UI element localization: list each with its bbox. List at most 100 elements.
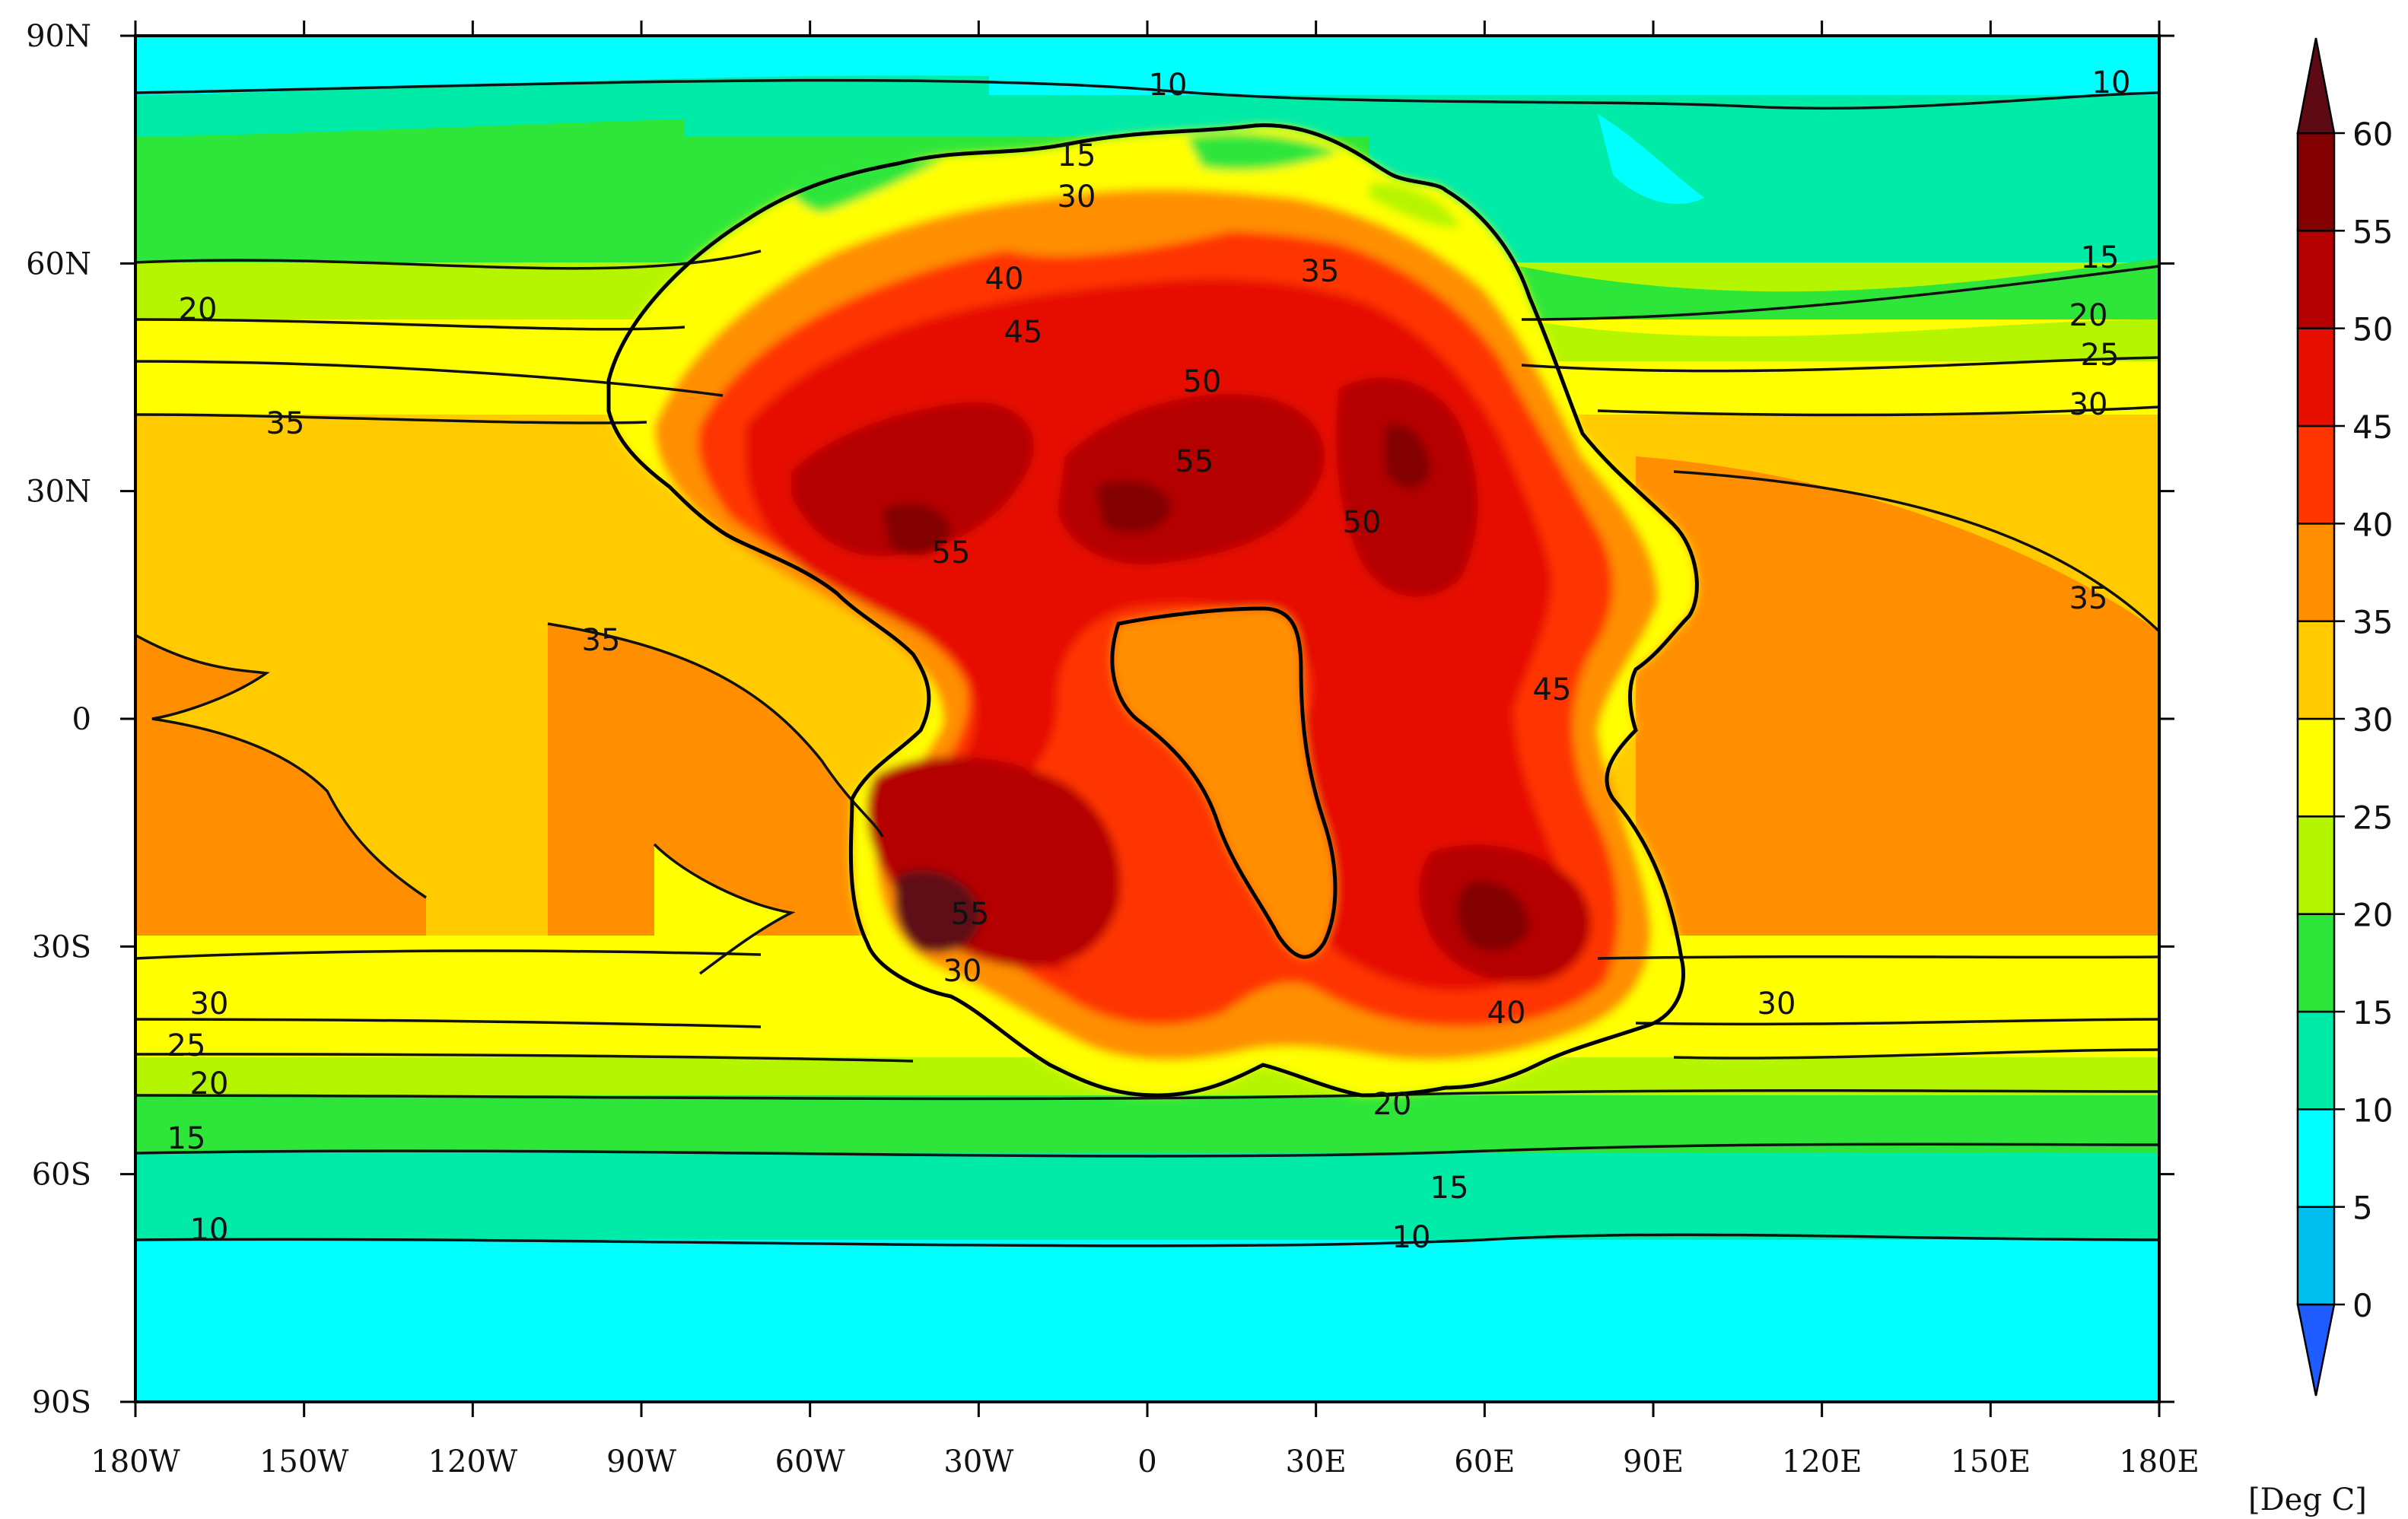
- contour-label-east-20: 20: [2069, 298, 2108, 333]
- land-north-lime: [1369, 183, 1461, 228]
- contour-label-south-east-40: 40: [1487, 996, 1526, 1031]
- lat-tick-label: 90N: [26, 19, 91, 54]
- land-north-green-2: [1187, 133, 1339, 170]
- lon-tick-label: 60E: [1454, 1444, 1515, 1479]
- colorbar: 0 5 10 15 20 25 30 35 40 45 50 55 60: [2296, 37, 2393, 1397]
- colorbar-segment-1: [2296, 1108, 2336, 1208]
- contour-label-east-35: 35: [2069, 581, 2108, 616]
- band-north-teal-east: [1369, 95, 2159, 262]
- colorbar-tick-label: 25: [2352, 799, 2393, 836]
- land-55-nw: [791, 402, 1034, 557]
- contour-label-north-45: 45: [1004, 315, 1043, 350]
- colorbar-tick-label: 45: [2352, 408, 2393, 446]
- band-north-lime-east: [1522, 319, 2159, 361]
- contour-label-south-20: 20: [190, 1066, 229, 1101]
- lon-tick-label: 180E: [2119, 1444, 2200, 1479]
- contour-labels: 10 10152030354045505515202530353535302520…: [167, 65, 2131, 1255]
- colorbar-tick-label: 0: [2352, 1287, 2373, 1324]
- contour-label-north-50: 50: [1183, 364, 1222, 399]
- contour-label-interior-50: 50: [1343, 505, 1382, 540]
- band-north-yellow-east: [1522, 361, 2159, 415]
- supercontinent-coastline: [606, 123, 1699, 1098]
- lat-tick-label: 30S: [32, 930, 91, 964]
- colorbar-tick-label: 40: [2352, 506, 2393, 543]
- colorbar-max-arrow: [2296, 37, 2336, 135]
- lat-tick-label: 60N: [26, 246, 91, 281]
- contour-label-south-west-55: 55: [951, 897, 990, 932]
- band-north-green-east: [1484, 259, 2159, 319]
- lat-tick-label: 30N: [26, 475, 91, 510]
- land-60-ne: [1385, 424, 1430, 489]
- colorbar-tick-label: 35: [2352, 604, 2393, 641]
- colorbar-unit-label: [Deg C]: [2248, 1482, 2367, 1517]
- colorbar-tick-label: 15: [2352, 994, 2393, 1031]
- band-10: [135, 1152, 2159, 1240]
- colorbar-segment-9: [2296, 327, 2336, 427]
- band-central-orange: [548, 624, 883, 936]
- contour-label-south-mid-20: 20: [1373, 1087, 1412, 1122]
- lon-tick-label: 180W: [91, 1444, 180, 1479]
- band-11: [135, 1240, 2159, 1402]
- contour-label-south-15: 15: [167, 1121, 206, 1156]
- colorbar-segment-8: [2296, 424, 2336, 525]
- lon-tick-label: 90E: [1623, 1444, 1684, 1479]
- colorbar-segment-5: [2296, 717, 2336, 818]
- contour-label-north-15: 15: [1058, 138, 1096, 173]
- colorbar-segment-4: [2296, 815, 2336, 915]
- contour-label-north-20: 20: [179, 292, 218, 327]
- colorbar-tick-label: 60: [2352, 116, 2393, 153]
- colorbar-tick-label: 10: [2352, 1092, 2393, 1129]
- contour-label-north-10: 10: [1149, 68, 1188, 103]
- supercontinent-heat: [609, 125, 1697, 1096]
- band-9: [135, 1095, 2159, 1152]
- contour-label-south-30: 30: [190, 987, 229, 1022]
- contour-label-interior-55: 55: [932, 535, 971, 570]
- colorbar-tick-label: 30: [2352, 701, 2393, 739]
- band-north-teal-west: [135, 75, 989, 137]
- contour-label-south-35: 35: [582, 623, 621, 658]
- contour-label-south-east-30: 30: [1757, 987, 1796, 1022]
- contour-label-south-mid-10: 10: [1392, 1220, 1431, 1255]
- land-north-green-1: [791, 160, 943, 213]
- contour-label-interior-45: 45: [1533, 672, 1572, 707]
- contour-lines: [135, 78, 2159, 1247]
- colorbar-segment-2: [2296, 1010, 2336, 1111]
- contour-label-east-25: 25: [2081, 338, 2120, 373]
- inland-sea: [1112, 609, 1335, 958]
- latitude-axis: 90N 60N 30N 0 30S 60S 90S: [26, 19, 2174, 1420]
- lat-tick-label: 60S: [32, 1158, 91, 1193]
- lon-tick-label: 150E: [1951, 1444, 2031, 1479]
- band-west-orange: [135, 635, 426, 936]
- contour-label-south-west-30: 30: [943, 954, 982, 989]
- colorbar-min-arrow: [2296, 1303, 2336, 1397]
- lon-tick-label: 90W: [606, 1444, 676, 1479]
- lat-tick-label: 0: [72, 702, 91, 737]
- colorbar-segment-3: [2296, 913, 2336, 1013]
- colorbar-segment-7: [2296, 523, 2336, 622]
- band-east-orange: [1636, 456, 2159, 936]
- lon-tick-label: 120W: [428, 1444, 517, 1479]
- longitude-axis: 180W 150W 120W 90W 60W 30W 0 30E 60E 90E 120E 150E 1…: [91, 21, 2200, 1479]
- lon-tick-label: 150W: [259, 1444, 348, 1479]
- lon-tick-label: 60W: [775, 1444, 845, 1479]
- lon-tick-label: 30W: [943, 1444, 1013, 1479]
- contour-label-east-15: 15: [2081, 240, 2120, 275]
- land-north-rim: [989, 196, 1293, 256]
- band-north-green-west: [135, 114, 685, 262]
- band-yellow-tongue: [654, 844, 791, 974]
- map-panel: [135, 36, 2159, 1402]
- land-60-nc: [1096, 480, 1172, 533]
- contour-label-pacific-35: 35: [266, 406, 305, 441]
- colorbar-segment-6: [2296, 620, 2336, 720]
- contour-label-north-40: 40: [985, 262, 1024, 297]
- land-60-se: [1457, 881, 1529, 952]
- contour-label-north-30: 30: [1058, 180, 1096, 215]
- contour-label-south-25: 25: [167, 1028, 206, 1063]
- colorbar-segment-10: [2296, 230, 2336, 329]
- inland-sea-coastline: [1110, 606, 1338, 959]
- colorbar-tick-label: 5: [2352, 1190, 2373, 1227]
- colorbar-tick-label: 55: [2352, 213, 2393, 250]
- lon-tick-label: 0: [1137, 1444, 1156, 1479]
- land-60-nw: [883, 503, 951, 556]
- contour-label-north-east-10: 10: [2092, 65, 2131, 100]
